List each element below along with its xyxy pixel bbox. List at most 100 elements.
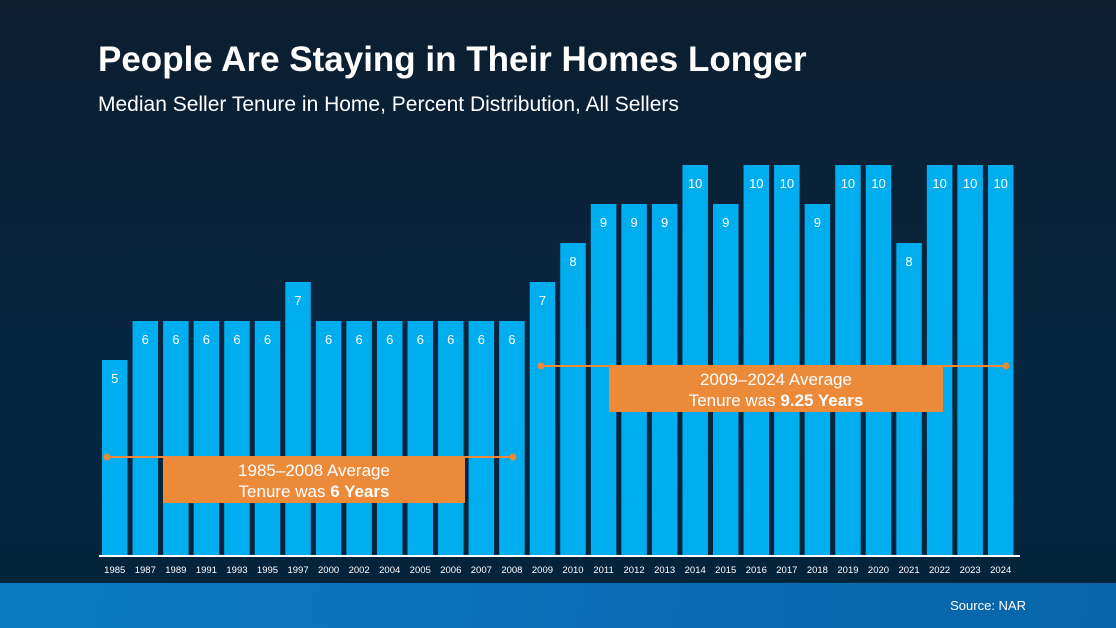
data-label-2024: 10 bbox=[993, 176, 1007, 191]
x-tick-2008: 2008 bbox=[501, 565, 522, 576]
annotation-line1: 2009–2024 Average bbox=[700, 370, 852, 389]
x-tick-2020: 2020 bbox=[868, 565, 889, 576]
bar-1987 bbox=[132, 321, 159, 555]
annotation-value: 9.25 Years bbox=[780, 391, 864, 410]
data-label-1993: 6 bbox=[233, 332, 240, 347]
x-tick-2010: 2010 bbox=[562, 565, 583, 576]
data-label-2017: 10 bbox=[780, 176, 794, 191]
bar-1989 bbox=[163, 321, 189, 555]
data-label-2010: 8 bbox=[569, 254, 576, 269]
x-tick-2017: 2017 bbox=[776, 565, 797, 576]
bar-1995 bbox=[254, 321, 281, 555]
data-label-2009: 7 bbox=[539, 293, 546, 308]
chart-subtitle: Median Seller Tenure in Home, Percent Di… bbox=[98, 93, 679, 116]
data-label-2019: 10 bbox=[841, 176, 855, 191]
x-tick-2012: 2012 bbox=[624, 565, 645, 576]
annotation-2009-2024: 2009–2024 Average Tenure was 9.25 Years bbox=[609, 366, 943, 412]
data-label-2016: 10 bbox=[749, 176, 763, 191]
bar-2014 bbox=[682, 165, 708, 555]
x-tick-1993: 1993 bbox=[226, 565, 247, 576]
average-line-end-dot bbox=[509, 453, 517, 461]
x-tick-2024: 2024 bbox=[990, 565, 1011, 576]
bar-2022 bbox=[926, 165, 953, 555]
data-label-2002: 6 bbox=[356, 332, 363, 347]
bar-2010 bbox=[560, 243, 586, 555]
bar-2023 bbox=[957, 165, 983, 555]
x-tick-2004: 2004 bbox=[379, 565, 400, 576]
x-tick-1985: 1985 bbox=[104, 565, 125, 576]
data-label-2023: 10 bbox=[963, 176, 977, 191]
bar-2005 bbox=[407, 321, 433, 555]
average-line-start-dot bbox=[103, 453, 111, 461]
x-tick-2009: 2009 bbox=[532, 565, 553, 576]
bar-2008 bbox=[499, 321, 525, 555]
bar-2000 bbox=[315, 321, 342, 555]
data-label-1997: 7 bbox=[294, 293, 301, 308]
bar-1997 bbox=[285, 282, 311, 555]
x-tick-2016: 2016 bbox=[746, 565, 767, 576]
x-tick-2007: 2007 bbox=[471, 565, 492, 576]
footer-band bbox=[0, 583, 1116, 628]
data-label-2000: 6 bbox=[325, 332, 332, 347]
bar-chart: 5 1985 6 1987 6 1989 6 1991 6 1993 6 1995 7 1997 6 2000… bbox=[102, 165, 1014, 576]
data-label-2015: 9 bbox=[722, 215, 729, 230]
data-label-2020: 10 bbox=[871, 176, 885, 191]
data-label-2004: 6 bbox=[386, 332, 393, 347]
x-tick-1991: 1991 bbox=[196, 565, 217, 576]
bar-1991 bbox=[193, 321, 220, 555]
data-label-2021: 8 bbox=[905, 254, 912, 269]
x-tick-2005: 2005 bbox=[410, 565, 431, 576]
data-label-2005: 6 bbox=[417, 332, 424, 347]
annotation-1985-2008: 1985–2008 Average Tenure was 6 Years bbox=[163, 457, 465, 503]
average-line-end-dot bbox=[1002, 362, 1010, 370]
bar-2019 bbox=[835, 165, 861, 555]
x-tick-2015: 2015 bbox=[715, 565, 736, 576]
data-label-2007: 6 bbox=[478, 332, 485, 347]
bar-2024 bbox=[987, 165, 1014, 555]
x-tick-2000: 2000 bbox=[318, 565, 339, 576]
data-label-1991: 6 bbox=[203, 332, 210, 347]
data-label-2018: 9 bbox=[814, 215, 821, 230]
annotation-line2: Tenure was bbox=[238, 482, 331, 501]
x-tick-2022: 2022 bbox=[929, 565, 950, 576]
data-label-2022: 10 bbox=[932, 176, 946, 191]
x-tick-2002: 2002 bbox=[349, 565, 370, 576]
x-tick-1987: 1987 bbox=[135, 565, 156, 576]
x-tick-1997: 1997 bbox=[287, 565, 308, 576]
bar-2009 bbox=[529, 282, 556, 555]
data-label-2006: 6 bbox=[447, 332, 454, 347]
x-tick-2014: 2014 bbox=[685, 565, 706, 576]
data-label-1989: 6 bbox=[172, 332, 179, 347]
x-tick-2019: 2019 bbox=[837, 565, 858, 576]
bar-2002 bbox=[346, 321, 372, 555]
chart-title: People Are Staying in Their Homes Longer bbox=[98, 40, 807, 79]
x-tick-2006: 2006 bbox=[440, 565, 461, 576]
data-label-1995: 6 bbox=[264, 332, 271, 347]
data-label-1985: 5 bbox=[111, 371, 118, 386]
data-label-2012: 9 bbox=[630, 215, 637, 230]
x-tick-1989: 1989 bbox=[165, 565, 186, 576]
x-tick-1995: 1995 bbox=[257, 565, 278, 576]
bar-2006 bbox=[438, 321, 464, 555]
data-label-1987: 6 bbox=[142, 332, 149, 347]
x-tick-2023: 2023 bbox=[960, 565, 981, 576]
average-line-start-dot bbox=[537, 362, 545, 370]
bar-2017 bbox=[774, 165, 800, 555]
bar-2020 bbox=[865, 165, 892, 555]
data-label-2014: 10 bbox=[688, 176, 702, 191]
annotation-value: 6 Years bbox=[330, 482, 390, 501]
annotation-line1: 1985–2008 Average bbox=[238, 461, 390, 480]
x-tick-2021: 2021 bbox=[898, 565, 919, 576]
bar-2004 bbox=[376, 321, 403, 555]
x-tick-2013: 2013 bbox=[654, 565, 675, 576]
source-label: Source: NAR bbox=[950, 598, 1026, 613]
data-label-2013: 9 bbox=[661, 215, 668, 230]
annotation-line2: Tenure was bbox=[688, 391, 781, 410]
x-tick-2018: 2018 bbox=[807, 565, 828, 576]
data-label-2011: 9 bbox=[600, 215, 607, 230]
bar-2016 bbox=[743, 165, 770, 555]
x-tick-2011: 2011 bbox=[593, 565, 613, 576]
bar-2007 bbox=[468, 321, 495, 555]
bar-1993 bbox=[224, 321, 250, 555]
data-label-2008: 6 bbox=[508, 332, 515, 347]
